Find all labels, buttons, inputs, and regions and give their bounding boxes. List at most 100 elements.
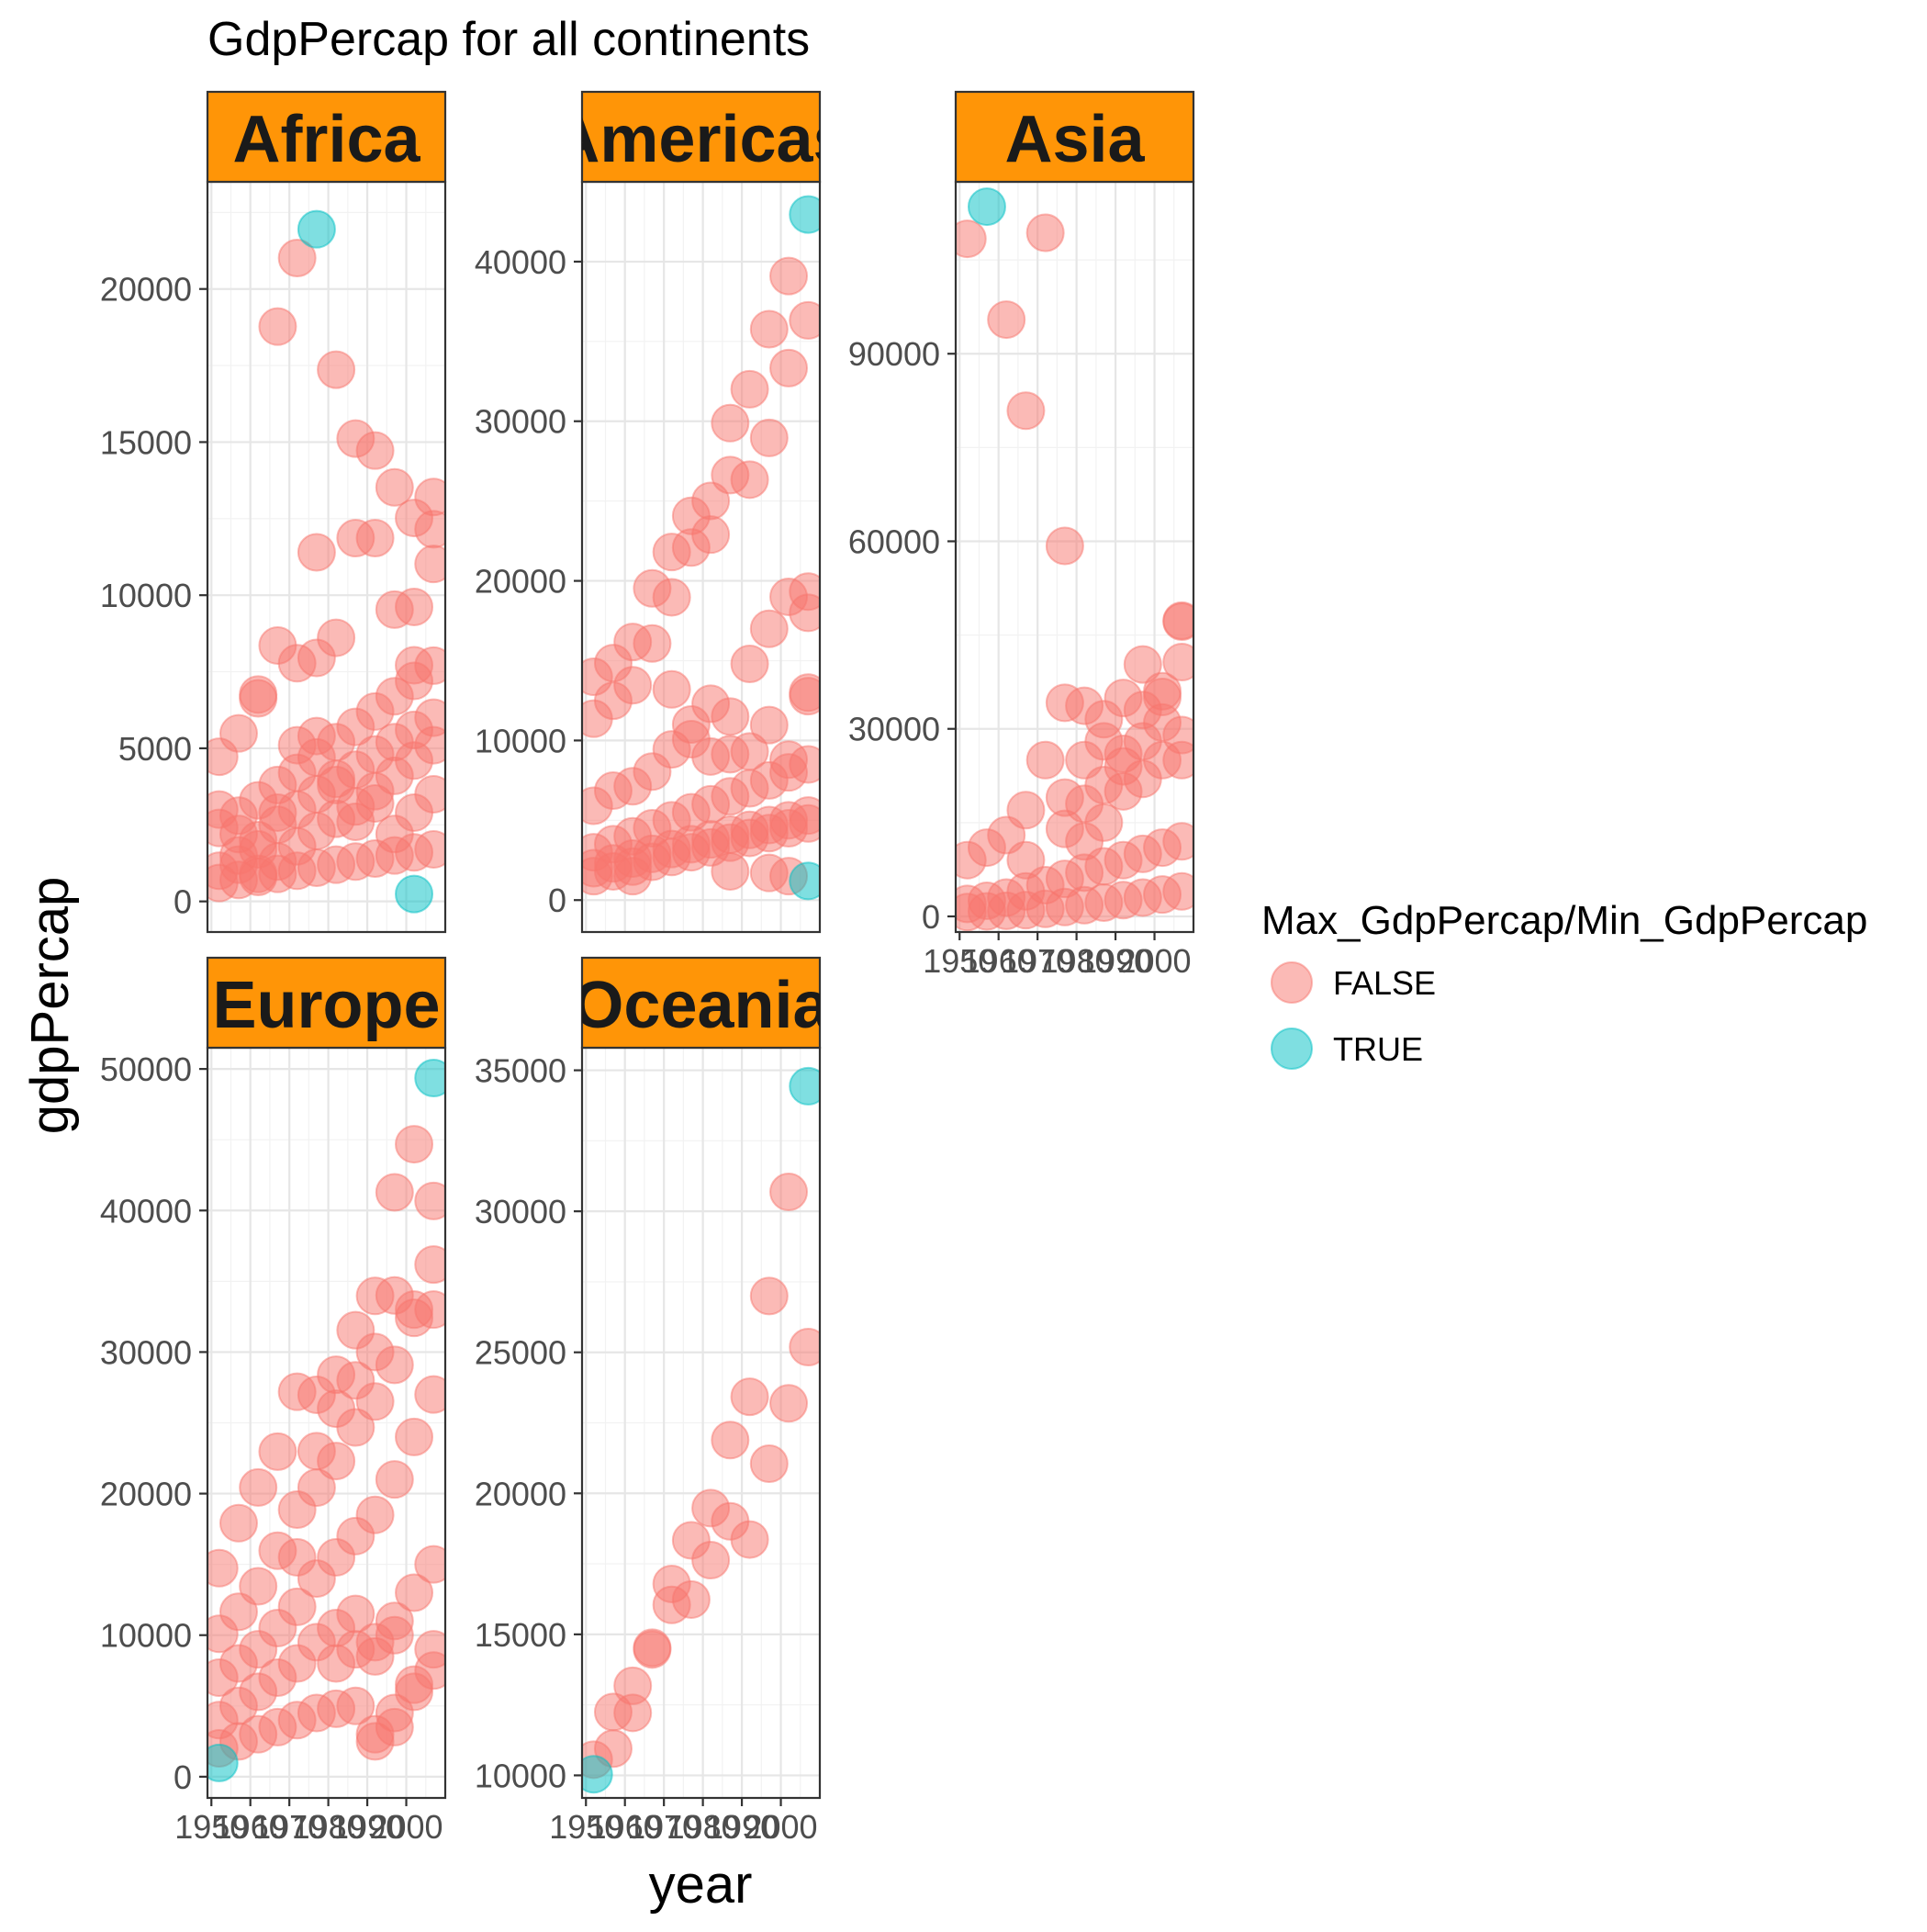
data-point-false: [956, 840, 987, 880]
data-point-false: [789, 745, 820, 784]
y-tick-label: 25000: [475, 1334, 566, 1372]
data-point-false: [633, 1630, 672, 1669]
y-tick-label: 20000: [100, 271, 192, 309]
data-point-false: [277, 1537, 317, 1577]
data-point-false: [633, 623, 672, 663]
data-point-true: [789, 861, 820, 901]
legend-entries: FALSE TRUE: [1271, 961, 1436, 1070]
data-point-false: [1045, 526, 1084, 566]
data-point-false: [1162, 602, 1193, 642]
data-point-false: [1162, 822, 1193, 861]
data-point-false: [317, 618, 356, 657]
data-point-false: [730, 1520, 769, 1559]
x-tick-label: 1950: [923, 942, 996, 980]
data-point-false: [652, 578, 691, 617]
x-tick-label: 1980: [1040, 942, 1114, 980]
data-points: [956, 187, 1193, 932]
legend-entry-false: FALSE: [1271, 961, 1436, 1004]
data-point-false: [1025, 740, 1065, 780]
y-tick-label: 5000: [118, 730, 192, 768]
data-point-false: [258, 1432, 297, 1471]
data-point-false: [789, 300, 820, 340]
data-point-false: [395, 1665, 434, 1704]
data-point-false: [613, 666, 653, 705]
data-point-false: [239, 1567, 278, 1606]
data-point-true: [582, 1755, 613, 1794]
data-point-false: [1084, 803, 1124, 842]
data-point-false: [375, 1173, 414, 1212]
x-tick-label: 1960: [214, 1808, 287, 1846]
data-point-false: [336, 1686, 375, 1725]
x-tick-label: 2000: [1117, 942, 1191, 980]
data-point-false: [395, 1125, 434, 1164]
data-point-false: [789, 673, 820, 713]
y-tick-label: 40000: [100, 1192, 192, 1230]
data-point-false: [355, 518, 395, 557]
data-point-false: [218, 713, 258, 753]
data-point-false: [414, 510, 445, 549]
data-point-false: [1162, 740, 1193, 780]
y-tick-label: 0: [548, 882, 566, 919]
legend-key: [1271, 961, 1313, 1004]
y-tick-label: 15000: [475, 1616, 566, 1654]
x-tick-label: 1950: [549, 1808, 622, 1846]
data-point-false: [414, 829, 445, 869]
data-point-false: [711, 1421, 750, 1460]
data-point-false: [711, 403, 750, 443]
legend-entry-true: TRUE: [1271, 1028, 1423, 1070]
data-point-false: [395, 1417, 434, 1456]
data-point-false: [730, 460, 769, 500]
x-tick-label: 1960: [962, 942, 1036, 980]
data-point-false: [593, 1729, 633, 1769]
data-point-false: [769, 256, 809, 296]
data-point-false: [1045, 778, 1084, 817]
x-tick-label: 1960: [588, 1808, 662, 1846]
x-tick-label: 1970: [627, 1808, 700, 1846]
data-point-false: [317, 350, 356, 389]
y-tick-label: 20000: [100, 1476, 192, 1513]
data-point-false: [414, 545, 445, 584]
x-tick-label: 1980: [667, 1808, 740, 1846]
facet-strip-label: Americas: [552, 103, 849, 176]
x-tick-label: 1990: [1079, 942, 1152, 980]
y-tick-label: 0: [922, 898, 940, 936]
data-point-false: [1045, 683, 1084, 723]
facet-strip: [206, 956, 447, 1050]
facet-strip-label: Oceania: [572, 969, 830, 1042]
data-point-false: [749, 309, 789, 349]
data-point-false: [730, 644, 769, 683]
x-tick-label: 1950: [174, 1808, 248, 1846]
y-tick-label: 10000: [475, 1757, 566, 1794]
y-axis-title: gdpPercap: [20, 877, 80, 1135]
facet-strip: [206, 90, 447, 184]
data-point-true: [967, 187, 1006, 227]
data-point-false: [691, 515, 731, 555]
data-point-false: [769, 1384, 809, 1423]
y-tick-label: 90000: [848, 335, 940, 373]
data-point-false: [1123, 645, 1162, 684]
data-point-false: [317, 1389, 356, 1429]
x-tick-label: 1970: [252, 1808, 326, 1846]
facet-panel-europe: Europe 0 10000 20000 30000 40000 50000 19501960…: [100, 956, 447, 1846]
data-point-false: [239, 829, 278, 869]
data-point-false: [239, 1467, 278, 1507]
facet-strip-label: Europe: [212, 969, 440, 1042]
data-point-true: [297, 209, 336, 249]
x-tick-label: 1980: [292, 1808, 365, 1846]
plot-title: GdpPercap for all continents: [207, 13, 810, 66]
data-point-true: [789, 195, 820, 234]
data-point-false: [414, 1544, 445, 1584]
data-point-false: [414, 1290, 445, 1330]
data-point-false: [277, 1587, 317, 1626]
data-point-false: [375, 1460, 414, 1500]
data-point-false: [1162, 871, 1193, 911]
y-tick-label: 30000: [100, 1333, 192, 1371]
data-point-false: [297, 716, 336, 756]
facet-panels: Africa05000100001500020000Americas010000…: [100, 90, 1195, 1846]
data-point-false: [207, 1548, 239, 1588]
facet-panel-oceania: Oceania 10000 15000 20000 25000 30000 35000 195…: [475, 956, 830, 1846]
facet-panel-africa: Africa 0 5000 10000 15000 20000: [100, 90, 447, 934]
data-point-false: [355, 783, 395, 823]
data-point-false: [414, 1245, 445, 1285]
